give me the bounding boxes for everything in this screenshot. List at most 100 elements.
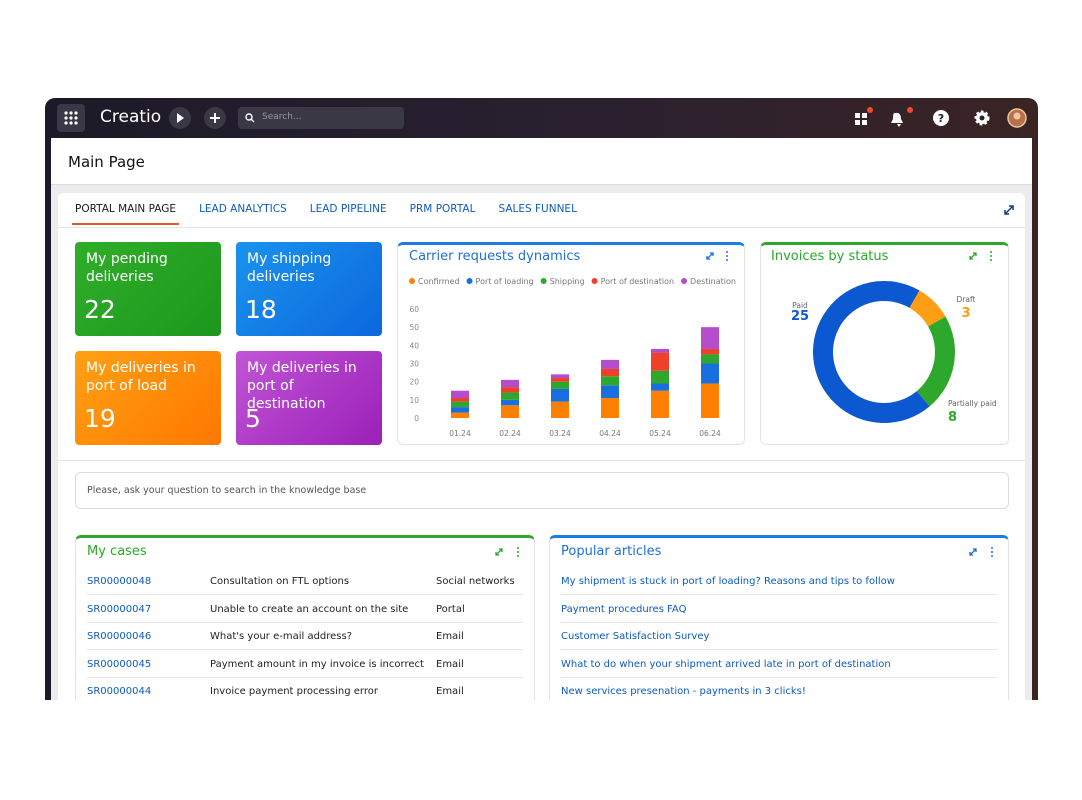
tile[interactable]: My pending deliveries 22 [75,242,221,336]
cases-panel: My cases SR00000048 Consultation on FTL o… [75,535,535,700]
tab[interactable]: LEAD PIPELINE [309,203,387,215]
bar-segment[interactable] [451,401,469,408]
case-id[interactable]: SR00000048 [87,576,152,587]
expand-icon[interactable] [969,252,977,260]
article-link[interactable]: My shipment is stuck in port of loading?… [561,576,895,587]
case-cell: Portal [436,603,465,615]
bar-segment[interactable] [451,390,469,399]
bar-segment[interactable] [701,363,719,384]
bar-segment[interactable] [601,376,619,386]
panel-actions[interactable] [968,544,998,558]
knowledge-search[interactable]: Please, ask your question to search in t… [75,472,1009,509]
bar-segment[interactable] [501,379,519,388]
bar-segment[interactable] [651,370,669,384]
bar-segment[interactable] [451,398,469,402]
search-box[interactable]: Search... [238,107,404,129]
tile[interactable]: My deliveries in port of destination 5 [236,351,382,445]
divider [58,227,1025,228]
y-tick-label: 20 [409,378,419,387]
search-placeholder: Search... [262,112,302,122]
case-cell: What's your e-mail address? [210,631,353,642]
y-tick-label: 30 [409,360,419,369]
bar-segment[interactable] [701,327,719,349]
bar-segment[interactable] [551,388,569,402]
bar-segment[interactable] [501,387,519,393]
bar-segment[interactable] [601,359,619,369]
case-row[interactable]: SR00000048 Consultation on FTL options Soc… [87,568,523,595]
slice-label: Partially paid [948,399,997,408]
bar-segment[interactable] [651,383,669,391]
case-row[interactable]: SR00000045 Payment amount in my invoice i… [87,651,523,678]
bar-segment[interactable] [601,398,619,418]
bar-segment[interactable] [701,354,719,364]
case-row[interactable]: SR00000046 What's your e-mail address? Ema… [87,623,523,650]
tile-label: My shipping deliveries [247,251,332,285]
bar-segment[interactable] [601,368,619,377]
article-link[interactable]: New services presenation - payments in 3… [561,686,806,697]
case-id[interactable]: SR00000044 [87,686,152,697]
expand-icon[interactable] [1003,204,1015,216]
legend-label: Port of destination [601,277,674,286]
bar-segment[interactable] [701,348,719,355]
case-cell: Consultation on FTL options [210,576,350,587]
case-row[interactable]: SR00000044 Invoice payment processing err… [87,678,523,700]
pie-slice[interactable] [916,316,955,407]
case-id[interactable]: SR00000045 [87,658,152,670]
slice-value: 8 [948,410,957,425]
y-tick-label: 40 [409,341,419,350]
tab[interactable]: PORTAL MAIN PAGE [72,203,180,225]
tile[interactable]: My shipping deliveries 18 [236,242,382,336]
tile-value: 18 [245,295,277,324]
knowledge-placeholder: Please, ask your question to search in t… [87,485,367,496]
tab[interactable]: SALES FUNNEL [498,203,577,215]
tile[interactable]: My deliveries in port of load 19 [75,351,221,445]
app: Creatio Search... ? Main Page PORTAL MAI… [45,98,1038,700]
y-tick-label: 10 [409,396,419,405]
more-icon[interactable] [726,251,728,261]
bar-segment[interactable] [501,392,519,400]
legend-label: Shipping [550,277,585,286]
case-cell: Invoice payment processing error [210,686,378,697]
bar-segment[interactable] [551,381,569,389]
article-link[interactable]: What to do when your shipment arrived la… [561,658,891,670]
brand: Creatio [100,107,162,127]
bar-segment[interactable] [451,412,469,418]
case-id[interactable]: SR00000047 [87,603,152,615]
tab[interactable]: LEAD ANALYTICS [199,203,287,215]
tab[interactable]: PRM PORTAL [409,203,476,215]
topbar-icons[interactable]: ? [850,104,1030,132]
case-id[interactable]: SR00000046 [87,631,152,642]
case-cell: Email [436,658,464,670]
divider [58,460,1025,461]
more-icon[interactable] [990,251,992,261]
bar-segment[interactable] [651,352,669,371]
app-menu-button[interactable] [57,104,85,132]
slice-value: 3 [961,306,970,321]
legend-label: Port of loading [476,277,534,286]
article-row: Payment procedures FAQ [561,596,997,623]
pie-slice[interactable] [813,281,930,423]
bar-segment[interactable] [651,390,669,418]
article-link[interactable]: Customer Satisfaction Survey [561,631,710,642]
bar-segment[interactable] [551,401,569,418]
bar-segment[interactable] [651,348,669,353]
bar-segment[interactable] [601,385,619,399]
panel-actions[interactable] [494,544,524,558]
bar-segment[interactable] [501,405,519,418]
legend-marker [681,278,688,284]
tile-label: My deliveries in port of destination [247,360,357,412]
bar-segment[interactable] [551,378,569,382]
x-tick-label: 01.24 [449,429,471,438]
bar-segment[interactable] [451,407,469,413]
quick-actions[interactable] [168,106,228,130]
page-title: Main Page [68,153,145,171]
pie-slice[interactable] [909,290,946,327]
case-row[interactable]: SR00000047 Unable to create an account on… [87,596,523,623]
expand-icon[interactable] [706,252,714,260]
bar-segment[interactable] [501,399,519,406]
chart-title: Invoices by status [771,249,889,264]
bar-segment[interactable] [701,383,719,418]
article-link[interactable]: Payment procedures FAQ [561,603,687,615]
bar-segment[interactable] [551,374,569,379]
